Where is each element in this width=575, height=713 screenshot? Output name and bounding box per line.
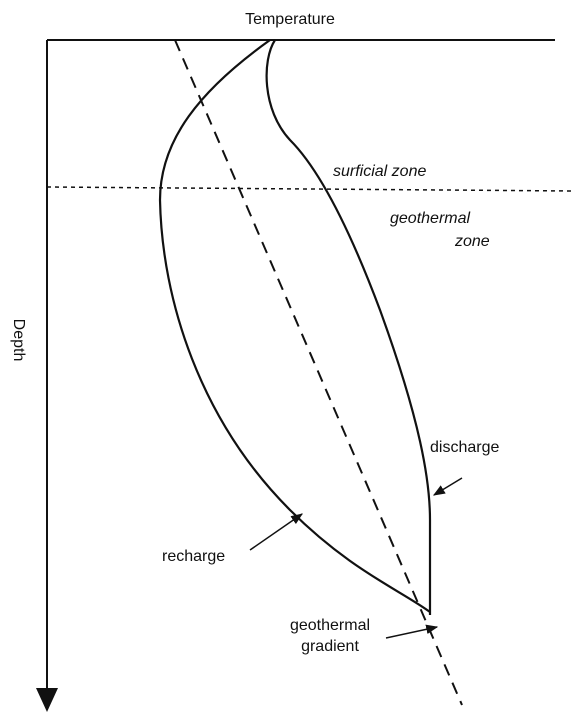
zone-boundary: [46, 186, 575, 192]
discharge-curve: [265, 39, 432, 615]
surficial-zone-label: surficial zone: [333, 163, 426, 180]
discharge-label: discharge: [430, 439, 499, 456]
gradient-line: [174, 39, 463, 706]
gradient-label: gradient: [301, 638, 359, 655]
geothermal-zone-label: zone: [454, 233, 490, 250]
depth-label: Depth: [10, 319, 27, 362]
gradient-label: geothermal: [290, 617, 370, 634]
gradient-arrow: [385, 624, 439, 639]
depth-arrowhead: [36, 688, 58, 712]
temperature-label: Temperature: [245, 11, 335, 28]
geothermal-zone-label: geothermal: [390, 210, 470, 227]
recharge-arrow: [249, 513, 303, 551]
recharge-label: recharge: [162, 548, 225, 565]
recharge-curve: [158, 39, 431, 613]
discharge-arrow: [432, 477, 463, 496]
